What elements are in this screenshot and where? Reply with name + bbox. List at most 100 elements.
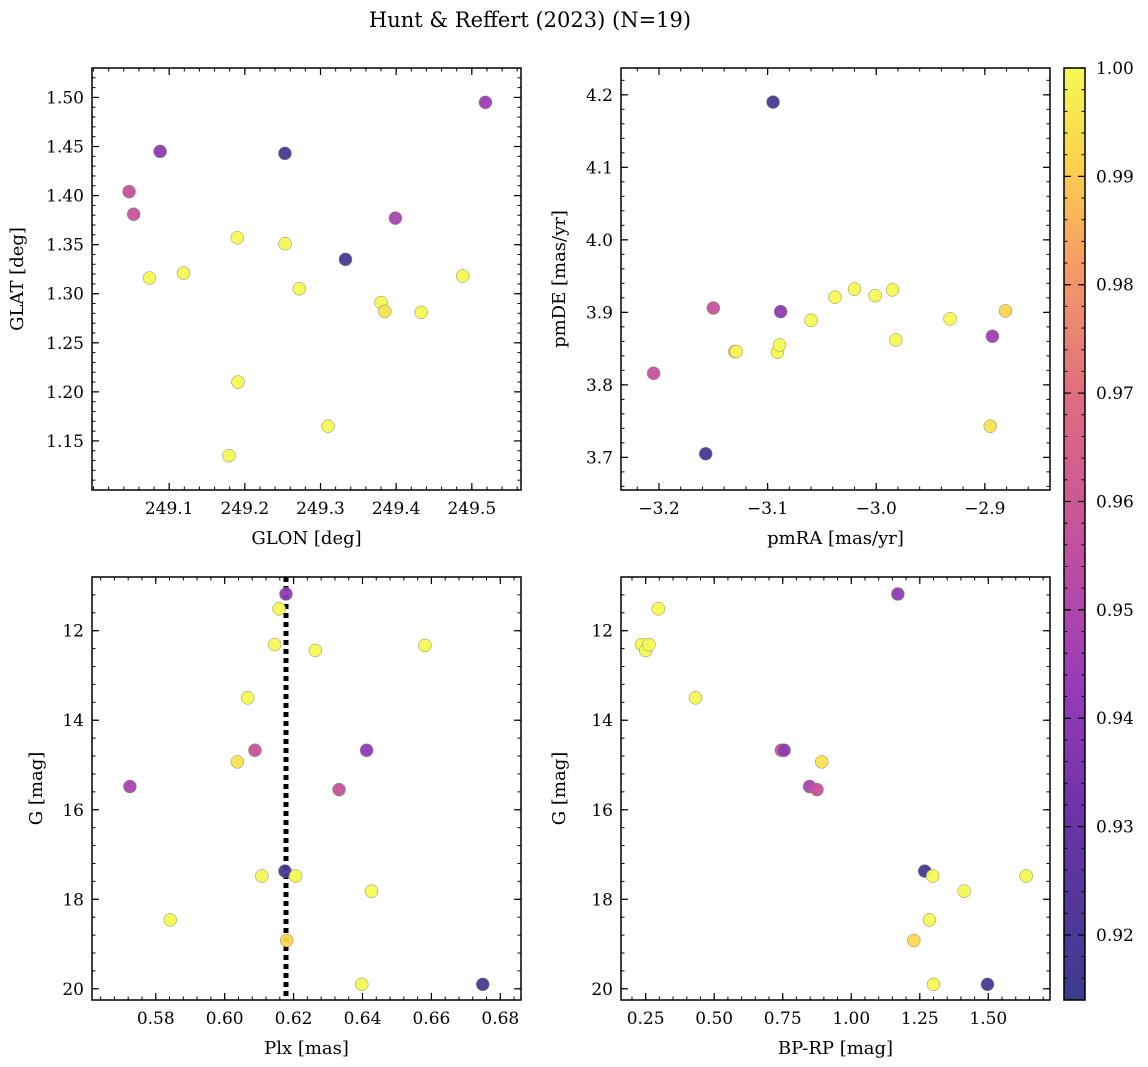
x-tick-label: −2.9: [964, 499, 1005, 519]
data-point: [255, 869, 269, 883]
x-tick-label: 0.25: [627, 1009, 665, 1029]
x-tick-label: 1.25: [901, 1009, 939, 1029]
data-point: [885, 283, 900, 297]
x-tick-label: 0.50: [695, 1009, 733, 1029]
panel-bottom-left: 0.58 0.60 0.62 0.64 0.66 0.68 12 14 16 18 20 Plx [m…: [26, 576, 522, 1059]
data-point: [907, 933, 921, 948]
colorbar-tick-label: 0.99: [1096, 167, 1134, 187]
data-point: [355, 977, 369, 992]
x-tick-label: 249.1: [145, 499, 194, 519]
x-tick-label: 0.64: [344, 1009, 382, 1029]
data-point: [278, 146, 292, 161]
x-tick-label: 0.58: [137, 1009, 175, 1029]
data-point: [926, 977, 941, 992]
data-point: [240, 691, 255, 705]
data-point: [378, 304, 392, 319]
data-point: [706, 301, 721, 315]
data-point: [279, 587, 293, 601]
data-point: [332, 782, 346, 797]
data-point: [943, 312, 957, 326]
x-tick-label: 249.2: [221, 499, 270, 519]
data-point: [267, 637, 282, 652]
data-point: [288, 869, 303, 883]
colorbar-tick-label: 0.94: [1096, 709, 1134, 729]
y-tick-label: 4.0: [586, 231, 613, 251]
y-tick-label: 3.7: [586, 448, 613, 468]
axes-frame: [91, 67, 522, 491]
x-tick-label: 249.5: [447, 499, 496, 519]
data-point: [998, 304, 1013, 318]
data-point: [126, 207, 141, 221]
data-point: [925, 869, 940, 883]
data-point: [478, 95, 493, 110]
colorbar-tick-label: 0.95: [1096, 601, 1134, 621]
colorbar: 0.92 0.93 0.94 0.95 0.96 0.97 0.98 0.99 1.00: [1063, 59, 1134, 1001]
y-tick-label: 1.30: [46, 285, 84, 305]
data-point: [777, 743, 791, 757]
colorbar-tick-label: 0.97: [1096, 384, 1134, 404]
y-tick-label: 1.50: [46, 88, 84, 108]
y-tick-label: 1.15: [46, 432, 84, 452]
axes-frame: [620, 67, 1051, 491]
x-axis-label: GLON [deg]: [251, 528, 361, 549]
data-point: [847, 282, 862, 296]
data-point: [868, 288, 882, 303]
axes-frame: [91, 576, 522, 1001]
data-point: [364, 884, 379, 898]
data-point: [980, 977, 995, 992]
data-point: [388, 211, 403, 225]
data-point: [642, 637, 656, 652]
colorbar-frame: [1063, 67, 1086, 1001]
x-tick-label: −3.2: [638, 499, 679, 519]
y-tick-label: 1.20: [46, 383, 84, 403]
x-tick-label: 0.66: [412, 1009, 450, 1029]
y-tick-label: 1.45: [46, 138, 84, 158]
data-point: [651, 602, 666, 616]
y-tick-label: 12: [591, 622, 613, 642]
y-tick-label: 20: [62, 980, 84, 1000]
x-axis-label: Plx [mas]: [264, 1038, 349, 1059]
data-point: [338, 252, 353, 267]
y-tick-label: 14: [591, 711, 613, 731]
x-tick-label: −3.1: [747, 499, 788, 519]
y-tick-label: 1.40: [46, 187, 84, 207]
colorbar-tick-label: 0.98: [1096, 276, 1134, 296]
y-axis-label: GLAT [deg]: [7, 227, 28, 331]
data-point: [646, 366, 661, 381]
data-point: [153, 144, 167, 159]
y-tick-label: 1.25: [46, 334, 84, 354]
y-tick-label: 4.1: [586, 158, 613, 178]
y-tick-label: 3.9: [586, 303, 613, 323]
panel-bottom-right: 0.25 0.50 0.75 1.00 1.25 1.50 12 14 16 18 20 BP-RP …: [549, 576, 1051, 1059]
data-point: [222, 448, 236, 463]
y-tick-label: 16: [591, 801, 613, 821]
colorbar-tick-label: 0.92: [1096, 926, 1134, 946]
x-tick-label: 0.62: [275, 1009, 313, 1029]
data-point: [828, 290, 842, 304]
y-tick-label: 16: [62, 801, 84, 821]
data-point: [359, 743, 374, 757]
data-point: [230, 755, 245, 769]
data-point: [455, 269, 470, 283]
data-point: [321, 419, 335, 433]
data-point: [230, 231, 245, 245]
data-point: [922, 913, 937, 927]
x-tick-label: 1.50: [969, 1009, 1007, 1029]
colorbar-tick-label: 0.96: [1096, 492, 1134, 512]
data-point: [957, 884, 971, 898]
y-tick-label: 14: [62, 711, 84, 731]
data-point: [773, 304, 788, 319]
data-point: [231, 375, 245, 389]
axes-frame: [620, 576, 1051, 1001]
data-point: [983, 419, 998, 433]
data-point: [814, 755, 829, 769]
y-tick-label: 18: [591, 890, 613, 910]
data-point: [772, 338, 787, 352]
x-tick-label: 0.60: [206, 1009, 244, 1029]
y-tick-label: 12: [62, 622, 84, 642]
data-point: [123, 779, 137, 794]
data-point: [292, 282, 307, 296]
data-point: [985, 329, 1000, 344]
scatter-panels: 249.1 249.2 249.3 249.4 249.5 1.15 1.20 1.25 1.3…: [7, 67, 1051, 1059]
